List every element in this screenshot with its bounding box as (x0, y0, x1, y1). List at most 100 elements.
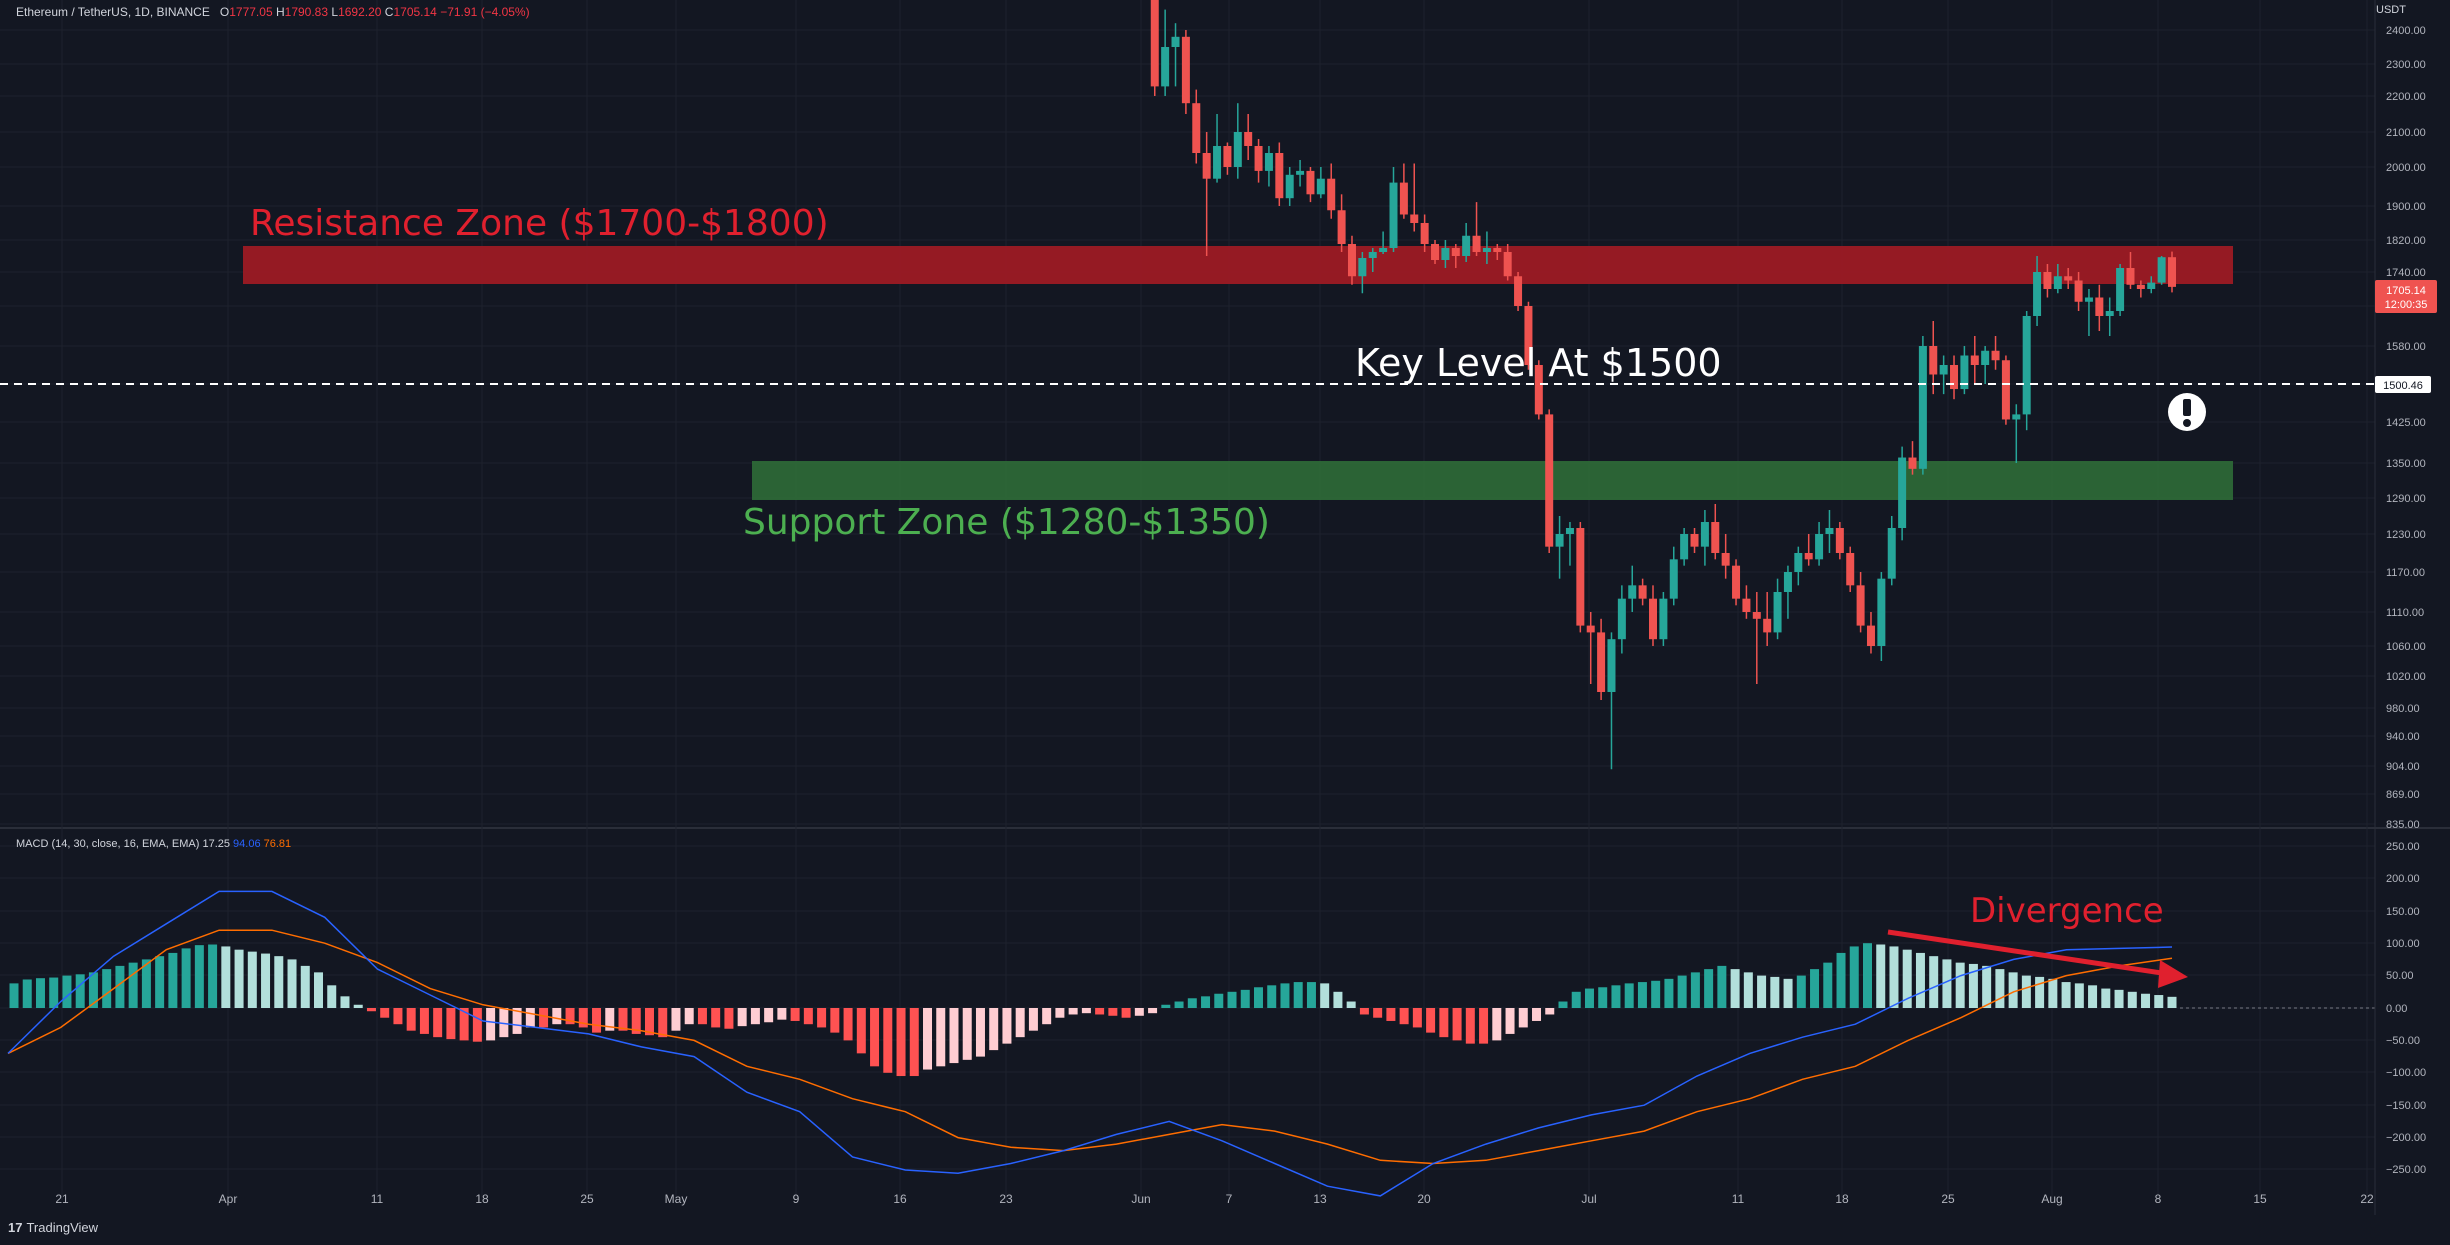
candle-up (1441, 248, 1450, 260)
candle-up (1981, 350, 1990, 365)
time-tick-label: Aug (2041, 1192, 2062, 1206)
candle-down (1472, 235, 1481, 252)
candle-down (1950, 365, 1959, 390)
price-tick-label: 2300.00 (2386, 59, 2426, 71)
macd-hist-bar (830, 1008, 840, 1033)
macd-tick-label: 0.00 (2386, 1003, 2407, 1015)
macd-hist-bar (1426, 1008, 1436, 1033)
macd-hist-bar (671, 1008, 681, 1031)
macd-signal-value: 76.81 (263, 838, 292, 850)
alert-exclamation-icon[interactable] (2168, 393, 2206, 431)
candle-up (2033, 272, 2042, 316)
macd-hist-bar (644, 1008, 654, 1036)
price-tick-label: 2000.00 (2386, 162, 2426, 174)
macd-hist-bar (883, 1008, 893, 1073)
macd-indicator-name[interactable]: MACD (14, 30, close, 16, EMA, EMA) (16, 838, 200, 850)
candle-down (1399, 182, 1408, 215)
candle-down (2043, 272, 2052, 289)
candle-up (1358, 258, 1367, 277)
candle-up (1233, 132, 1242, 167)
change-value: −71.91 (−4.05%) (440, 5, 530, 19)
macd-hist-bar (446, 1008, 456, 1040)
macd-hist-bar (1889, 946, 1899, 1008)
macd-tick-label: 250.00 (2386, 841, 2420, 853)
macd-hist-bar (2035, 976, 2045, 1008)
macd-hist-bar (287, 959, 297, 1008)
candle-down (1192, 103, 1201, 153)
macd-hist-bar (88, 972, 98, 1008)
macd-hist-bar (380, 1008, 390, 1018)
macd-hist-bar (300, 965, 310, 1008)
macd-line-value: 94.06 (233, 838, 261, 850)
support-zone-label: Support Zone ($1280-$1350) (743, 502, 1270, 543)
candle-up (1783, 572, 1792, 592)
macd-tick-label: 50.00 (2386, 970, 2414, 982)
close-label: C (384, 5, 394, 19)
macd-hist-bar (2008, 972, 2018, 1008)
candles (1150, 0, 2176, 770)
macd-hist-bar (975, 1008, 985, 1057)
macd-hist-bar (1412, 1008, 1422, 1028)
candle-up (2157, 257, 2166, 283)
time-axis[interactable]: 21 Apr 11 18 25 May 9 16 23 Jun 7 13 20 Jul 11 18 25 Aug 8… (55, 1192, 2374, 1206)
macd-hist-bar (1452, 1008, 1462, 1041)
tradingview-branding[interactable]: 17 TradingView (8, 1220, 98, 1235)
macd-hist-bar (896, 1008, 906, 1077)
macd-hist-bar (49, 977, 59, 1008)
macd-hist-bar (1373, 1008, 1383, 1018)
macd-hist-bar (1545, 1008, 1555, 1015)
candle-up (1296, 170, 1305, 175)
candle-down (1908, 457, 1917, 469)
macd-hist-bar (1081, 1008, 1091, 1014)
symbol-name[interactable]: Ethereum / TetherUS, 1D, BINANCE (16, 5, 210, 19)
price-tick-label: 2200.00 (2386, 91, 2426, 103)
candle-down (1929, 346, 1938, 375)
candle-countdown: 12:00:35 (2385, 299, 2428, 311)
candle-up (1379, 248, 1388, 252)
macd-hist-bar (711, 1008, 721, 1028)
macd-hist-bar (208, 944, 218, 1008)
candle-up (1794, 553, 1803, 572)
divergence-label: Divergence (1970, 891, 2164, 931)
macd-axis[interactable]: 250.00 200.00 150.00 100.00 50.00 0.00 −50.00 −… (2386, 841, 2426, 1176)
macd-pane (7, 890, 2375, 1197)
macd-hist-bar (1571, 991, 1581, 1008)
candle-down (1347, 244, 1356, 277)
candle-up (1161, 47, 1170, 87)
macd-hist-bar (578, 1008, 588, 1028)
macd-hist-bar (1849, 946, 1859, 1008)
macd-hist-bar (923, 1008, 933, 1070)
macd-hist-bar (1757, 975, 1767, 1008)
macd-hist-bar (1055, 1008, 1065, 1018)
macd-tick-label: −100.00 (2386, 1067, 2426, 1079)
macd-hist-bar (1730, 969, 1740, 1008)
macd-hist-bar (1902, 949, 1912, 1008)
candle-down (2001, 360, 2010, 420)
macd-hist-bar (1796, 975, 1806, 1008)
macd-hist-bar (989, 1008, 999, 1051)
macd-hist-bar (472, 1008, 482, 1042)
candle-down (1638, 585, 1647, 599)
macd-hist-bar (909, 1008, 919, 1077)
macd-hist-bar (605, 1008, 615, 1031)
macd-hist-bar (128, 962, 138, 1008)
macd-hist-bar (62, 975, 72, 1008)
candle-up (2116, 268, 2125, 311)
macd-hist-bar (181, 948, 191, 1008)
candle-down (1181, 36, 1190, 104)
macd-hist-bar (1584, 988, 1594, 1008)
macd-hist-bar (1148, 1008, 1158, 1014)
macd-hist-bar (1201, 996, 1211, 1008)
macd-hist-bar (1240, 989, 1250, 1008)
macd-hist-bar (1677, 975, 1687, 1008)
price-tick-label: 1290.00 (2386, 493, 2426, 505)
macd-header: MACD (14, 30, close, 16, EMA, EMA) 17.25… (16, 838, 291, 850)
macd-hist-bar (141, 959, 151, 1008)
time-tick-label: 11 (1732, 1192, 1745, 1206)
candle-down (1223, 146, 1232, 167)
macd-hist-bar (340, 996, 350, 1008)
candle-down (2064, 276, 2073, 281)
current-price-badge: 1705.14 12:00:35 (2375, 280, 2437, 313)
